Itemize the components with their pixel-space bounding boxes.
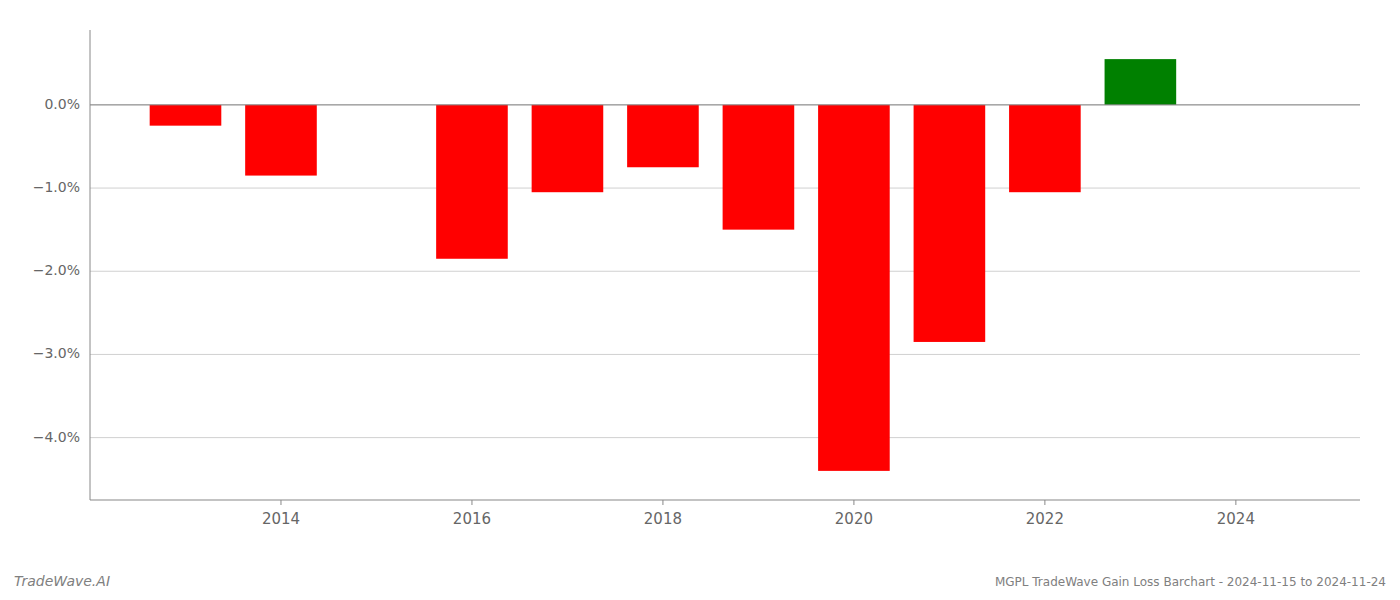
x-tick-label: 2024	[1217, 510, 1255, 528]
footer-left: TradeWave.AI	[14, 573, 110, 589]
bar	[627, 105, 699, 167]
bar	[1009, 105, 1081, 192]
bar	[818, 105, 890, 471]
bar	[150, 105, 222, 126]
y-tick-label: −4.0%	[33, 429, 80, 445]
footer-right: MGPL TradeWave Gain Loss Barchart - 2024…	[995, 575, 1386, 589]
bars	[150, 59, 1177, 471]
x-tick	[1044, 500, 1045, 505]
x-tick	[471, 500, 472, 505]
x-tick	[662, 500, 663, 505]
zero-line	[90, 104, 1360, 105]
bar	[436, 105, 508, 259]
bar	[914, 105, 986, 342]
y-grid	[90, 105, 1360, 438]
y-tick-labels: 0.0% −1.0% −2.0% −3.0% −4.0%	[33, 96, 80, 445]
grid-line	[90, 271, 1360, 272]
x-tick-label: 2016	[453, 510, 491, 528]
x-tick-label: 2022	[1026, 510, 1064, 528]
grid-line	[90, 104, 1360, 105]
x-tick	[853, 500, 854, 505]
x-ticks: 2014 2016 2018 2020 2022 2024	[262, 500, 1255, 528]
bar	[245, 105, 317, 176]
grid-line	[90, 437, 1360, 438]
x-tick-label: 2018	[644, 510, 682, 528]
bar	[1105, 59, 1177, 105]
y-tick-label: 0.0%	[44, 96, 80, 112]
bar	[532, 105, 604, 192]
y-axis-line	[90, 30, 91, 500]
y-tick-label: −2.0%	[33, 262, 80, 278]
grid-line	[90, 354, 1360, 355]
x-tick	[1235, 500, 1236, 505]
chart-svg: 0.0% −1.0% −2.0% −3.0% −4.0% 2014 2016 2018 2020…	[0, 0, 1400, 600]
bar	[723, 105, 795, 230]
chart-container: 0.0% −1.0% −2.0% −3.0% −4.0% 2014 2016 2018 2020…	[0, 0, 1400, 600]
y-tick-label: −1.0%	[33, 179, 80, 195]
x-tick-label: 2014	[262, 510, 300, 528]
x-tick	[280, 500, 281, 505]
y-tick-label: −3.0%	[33, 345, 80, 361]
x-tick-label: 2020	[835, 510, 873, 528]
